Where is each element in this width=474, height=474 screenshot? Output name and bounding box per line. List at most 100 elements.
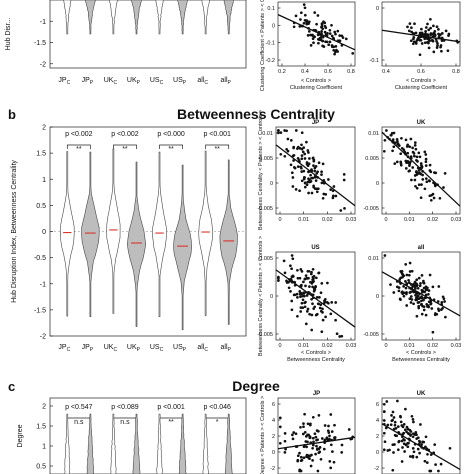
scatter-point [440,49,443,53]
scatter-point [313,11,317,14]
scatter-point [424,293,428,297]
scatter-point [317,447,321,451]
p-value-b-2: p <0.000 [157,131,185,138]
scatter-point [432,196,436,200]
sc-ytick-label-b-JP-3: -0.005 [257,206,273,212]
scatter-point [404,159,408,163]
scatter-point [277,131,280,135]
trend-line-b-JP [275,144,356,207]
scatter-point [321,35,325,39]
scatter-point [424,26,428,29]
scatter-point [422,279,425,283]
scatter-point [405,425,409,429]
scatter-point [429,32,433,35]
scatter-point [420,312,424,316]
panel-title-c: Degree [232,378,280,394]
violin-a-allc [201,0,210,35]
scatter-point [391,410,395,414]
scatter-point [316,37,320,41]
violin-b-UKp [126,161,147,327]
scatter-point [395,137,399,141]
scatter-point [302,3,306,6]
scatter-point [428,163,432,167]
sc-ytick-label-a-left-2: -0.1 [266,41,275,47]
scatter-point [436,300,440,303]
scatter-xsub-b-us: < Controls > [301,350,331,356]
scatter-point [400,136,403,140]
scatter-point [401,425,405,429]
scatter-point [413,174,417,177]
scatter-title-c-JP: JP [313,391,320,397]
scatter-point [320,330,324,334]
scatter-point [305,453,309,457]
scatter-point [291,433,294,437]
scatter-point [404,138,408,142]
scatter-point [320,23,324,26]
scatter-point [405,292,408,296]
sc-ytick-label-b-UK-3: -0.005 [363,206,379,212]
scatter-point [351,52,355,55]
scatter-point [406,445,410,449]
scatter-point [396,399,399,403]
scatter-point [311,446,314,450]
xtick-label-b-USp: USP [173,344,187,353]
scatter-point [300,131,304,135]
xtick-label-b-UKp: UKP [127,344,141,353]
scatter-point [312,184,315,188]
scatter-point [412,32,416,35]
scatter-point [412,420,415,424]
scatter-point [383,254,387,257]
sc-xtick-label-a-left-3: 0.8 [347,69,355,75]
scatter-point [316,187,320,191]
scatter-point [340,334,344,338]
significance-b-1: ** [122,146,128,153]
sc-ytick-label-b-UK-1: 0.005 [365,156,379,162]
scatter-point [279,152,283,156]
scatter-point [430,307,434,310]
scatter-point [329,443,333,447]
scatter-point [283,271,287,275]
panel-label-b: b [8,107,16,122]
scatter-point [315,444,318,448]
scatter-point [318,296,321,299]
scatter-point [304,440,308,443]
scatter-point [400,439,404,443]
scatter-axes-b-US [275,251,356,341]
scatter-point [313,166,317,170]
scatter-point [304,435,308,438]
sc-xtick-label-b-all-0: 0 [384,343,387,349]
scatter-point [338,335,342,338]
violin-c-allc [202,413,209,474]
sc-ytick-label-c-JP-2: 2 [272,434,275,440]
scatter-point [426,22,429,26]
sc-ytick-label-b-US-1: 0 [270,294,273,300]
scatter-point [441,306,444,310]
scatter-point [437,28,440,31]
scatter-point [319,457,323,461]
scatter-point [409,39,413,43]
scatter-point [313,169,317,173]
scatter-point [341,36,345,39]
scatter-point [418,155,422,159]
scatter-point [306,20,310,24]
scatter-point [289,163,293,167]
scatter-point [404,407,407,411]
scatter-point [420,164,423,167]
sc-xtick-label-b-US-3: 0.03 [346,343,357,349]
scatter-point [424,153,428,156]
scatter-point [333,52,336,56]
violin-a-JPc [62,0,72,35]
scatter-point [408,22,412,25]
scatter-point [406,427,410,431]
sc-ytick-label-c-UK-0: 6 [376,402,379,408]
scatter-point [321,318,325,322]
scatter-point [301,432,305,436]
violin-a-USp [177,0,188,35]
scatter-point [303,430,307,434]
scatter-point [431,192,435,196]
scatter-point [307,191,310,195]
sc-ytick-label-a-right-0: 0 [376,6,379,12]
scatter-point [409,295,413,298]
scatter-point [326,281,329,285]
scatter-point [418,284,422,288]
